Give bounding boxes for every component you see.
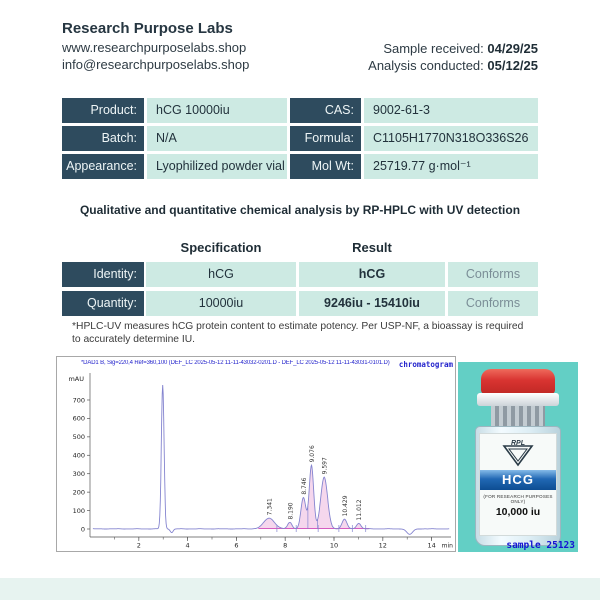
svg-text:8: 8 xyxy=(283,542,287,550)
cas-label: CAS: xyxy=(290,98,361,123)
svg-text:0: 0 xyxy=(81,525,85,533)
identity-label: Identity: xyxy=(62,262,144,287)
svg-text:200: 200 xyxy=(73,488,85,496)
svg-text:400: 400 xyxy=(73,452,85,460)
svg-text:12: 12 xyxy=(379,542,387,550)
formula-label: Formula: xyxy=(290,126,361,151)
batch-value: N/A xyxy=(147,126,287,151)
svg-text:600: 600 xyxy=(73,415,85,423)
cas-value: 9002-61-3 xyxy=(364,98,538,123)
vial-red-cap xyxy=(481,369,555,394)
sample-received-date: 04/29/25 xyxy=(487,41,538,56)
svg-text:6: 6 xyxy=(234,542,238,550)
hplc-footnote: *HPLC-UV measures hCG protein content to… xyxy=(72,321,524,345)
chromatogram-panel: 0 100 200 300 400 500 600 700 mAU 2 4 6 8 10 12 14 min 7.… xyxy=(56,356,456,552)
formula-value: C1105H1770N318O336S26 xyxy=(364,126,538,151)
vial-crimp-neck xyxy=(491,406,545,428)
svg-text:7.341: 7.341 xyxy=(267,498,274,515)
molwt-value: 25719.77 g·mol⁻¹ xyxy=(364,154,538,179)
vial-disclaimer: (FOR RESEARCH PURPOSES ONLY) xyxy=(483,494,553,504)
sample-received-label: Sample received: xyxy=(383,41,488,56)
vial-collar xyxy=(477,393,559,406)
quantity-status-badge: Conforms xyxy=(448,291,538,316)
analysis-conducted-date: 05/12/25 xyxy=(487,58,538,73)
svg-text:mAU: mAU xyxy=(68,375,84,383)
chromatogram-signal-header: *DAD1 B, Sig=220,4 Ref=360,100 (DEF_LC 2… xyxy=(81,360,390,366)
svg-text:10.429: 10.429 xyxy=(342,495,349,516)
product-label: Product: xyxy=(62,98,144,123)
vial-glass-body: RPL HCG (FOR RESEARCH PURPOSES ONLY) 10,… xyxy=(475,426,561,546)
svg-text:9.597: 9.597 xyxy=(322,457,329,474)
svg-text:300: 300 xyxy=(73,470,85,478)
product-vial-photo: RPL HCG (FOR RESEARCH PURPOSES ONLY) 10,… xyxy=(458,362,578,552)
vial-label: RPL HCG (FOR RESEARCH PURPOSES ONLY) 10,… xyxy=(479,433,557,536)
svg-text:14: 14 xyxy=(427,542,435,550)
quantity-specification: 10000iu xyxy=(146,291,296,316)
footer-accent-bar xyxy=(0,578,600,600)
company-website: www.researchpurposelabs.shop xyxy=(62,40,247,55)
identity-specification: hCG xyxy=(146,262,296,287)
logo-triangle-outer xyxy=(502,445,534,467)
svg-text:min: min xyxy=(442,543,454,550)
svg-text:8.190: 8.190 xyxy=(287,502,294,519)
svg-text:11.012: 11.012 xyxy=(356,499,363,520)
svg-text:9.076: 9.076 xyxy=(309,445,316,462)
chromatogram-corner-label: chromatogram xyxy=(398,360,453,369)
company-name: Research Purpose Labs xyxy=(62,20,233,37)
chromatogram-plot: 0 100 200 300 400 500 600 700 mAU 2 4 6 8 10 12 14 min 7.… xyxy=(68,373,454,550)
batch-label: Batch: xyxy=(62,126,144,151)
vial-strength: 10,000 iu xyxy=(495,506,541,518)
svg-text:2: 2 xyxy=(137,542,141,550)
rpl-logo-icon: RPL xyxy=(502,440,534,467)
identity-result: hCG xyxy=(299,262,445,287)
identity-status-badge: Conforms xyxy=(448,262,538,287)
svg-text:500: 500 xyxy=(73,433,85,441)
rpl-logo-text: RPL xyxy=(511,440,525,447)
quantity-label: Quantity: xyxy=(62,291,144,316)
company-email: info@researchpurposelabs.shop xyxy=(62,57,250,72)
analysis-conducted-label: Analysis conducted: xyxy=(368,58,488,73)
svg-text:4: 4 xyxy=(186,542,190,550)
svg-text:100: 100 xyxy=(73,507,85,515)
appearance-value: Lyophilized powder vial xyxy=(147,154,287,179)
analysis-conducted-line: Analysis conducted: 05/12/25 xyxy=(368,57,538,74)
dates-block: Sample received: 04/29/25 Analysis condu… xyxy=(368,40,538,74)
product-value: hCG 10000iu xyxy=(147,98,287,123)
result-column-header: Result xyxy=(352,240,392,255)
specification-column-header: Specification xyxy=(180,240,262,255)
svg-text:10: 10 xyxy=(330,542,338,550)
quantity-result: 9246iu - 15410iu xyxy=(299,291,445,316)
sample-number-label: sample 25123 xyxy=(506,540,575,551)
appearance-label: Appearance: xyxy=(62,154,144,179)
svg-text:700: 700 xyxy=(73,396,85,404)
svg-text:8.746: 8.746 xyxy=(301,477,308,494)
logo-triangle-inner xyxy=(508,448,528,462)
vial-product-name: HCG xyxy=(480,470,556,490)
analysis-method-title: Qualitative and quantitative chemical an… xyxy=(79,203,521,217)
sample-received-line: Sample received: 04/29/25 xyxy=(368,40,538,57)
molwt-label: Mol Wt: xyxy=(290,154,361,179)
